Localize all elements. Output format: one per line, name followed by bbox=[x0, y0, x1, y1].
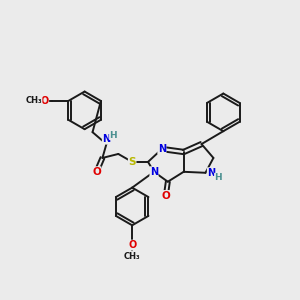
Text: O: O bbox=[128, 240, 136, 250]
Text: S: S bbox=[128, 157, 136, 167]
Text: CH₃: CH₃ bbox=[124, 251, 140, 260]
Text: CH₃: CH₃ bbox=[25, 97, 42, 106]
Text: N: N bbox=[102, 134, 110, 144]
Text: O: O bbox=[92, 167, 101, 177]
Text: H: H bbox=[110, 130, 117, 140]
Text: N: N bbox=[207, 168, 215, 178]
Text: O: O bbox=[161, 190, 170, 201]
Text: N: N bbox=[158, 144, 166, 154]
Text: N: N bbox=[150, 167, 158, 177]
Text: O: O bbox=[40, 96, 49, 106]
Text: H: H bbox=[214, 173, 222, 182]
